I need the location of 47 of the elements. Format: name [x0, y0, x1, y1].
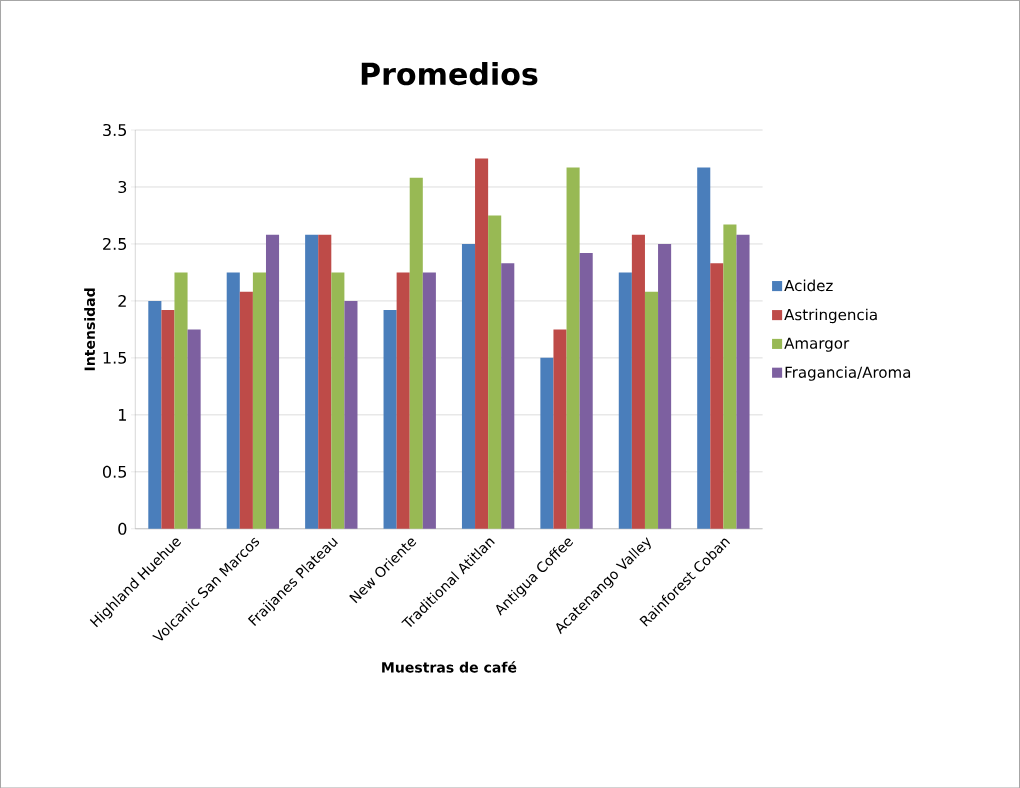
bar — [409, 177, 423, 529]
x-axis-title: Muestras de café — [382, 660, 517, 673]
bar — [422, 272, 436, 529]
legend-label: Astringencia — [784, 308, 877, 323]
bar — [318, 234, 332, 529]
y-tick-label: 0.5 — [102, 465, 127, 478]
bar — [579, 252, 593, 529]
bar — [396, 272, 410, 529]
bar — [488, 215, 502, 529]
y-tick-label: 0 — [118, 522, 127, 535]
legend-label: Fragancia/Aroma — [785, 366, 911, 381]
bar — [631, 234, 645, 529]
bar — [383, 309, 397, 529]
bar — [344, 300, 358, 529]
bar — [161, 309, 175, 529]
bar — [658, 243, 672, 529]
bar — [226, 272, 240, 529]
bar — [723, 224, 737, 529]
bar — [148, 300, 162, 529]
legend-label: Amargor — [784, 337, 850, 352]
bar — [252, 272, 266, 529]
bar — [475, 158, 489, 529]
bar — [501, 263, 515, 529]
bar — [265, 234, 280, 529]
y-tick-label: 1 — [118, 408, 126, 421]
y-tick-label: 3.5 — [103, 123, 127, 136]
y-tick-label: 1.5 — [103, 351, 127, 364]
y-tick-label: 2.5 — [103, 237, 127, 250]
bar — [331, 272, 345, 529]
legend-label: Acidez — [784, 279, 833, 292]
bar — [305, 234, 319, 529]
bar — [644, 291, 659, 529]
bar — [553, 329, 567, 529]
bar — [239, 291, 253, 529]
bar — [461, 243, 476, 529]
y-tick-label: 3 — [118, 180, 127, 193]
bar — [710, 263, 724, 529]
bar — [187, 329, 201, 529]
y-axis-title: Intensidad — [84, 288, 96, 371]
bar — [697, 167, 711, 529]
chart-title: Promedios — [361, 61, 538, 86]
bar — [736, 234, 750, 529]
y-tick-label: 2 — [118, 294, 126, 307]
bar — [566, 167, 580, 529]
bar — [174, 272, 188, 529]
bar — [540, 357, 554, 529]
bar — [618, 272, 632, 529]
